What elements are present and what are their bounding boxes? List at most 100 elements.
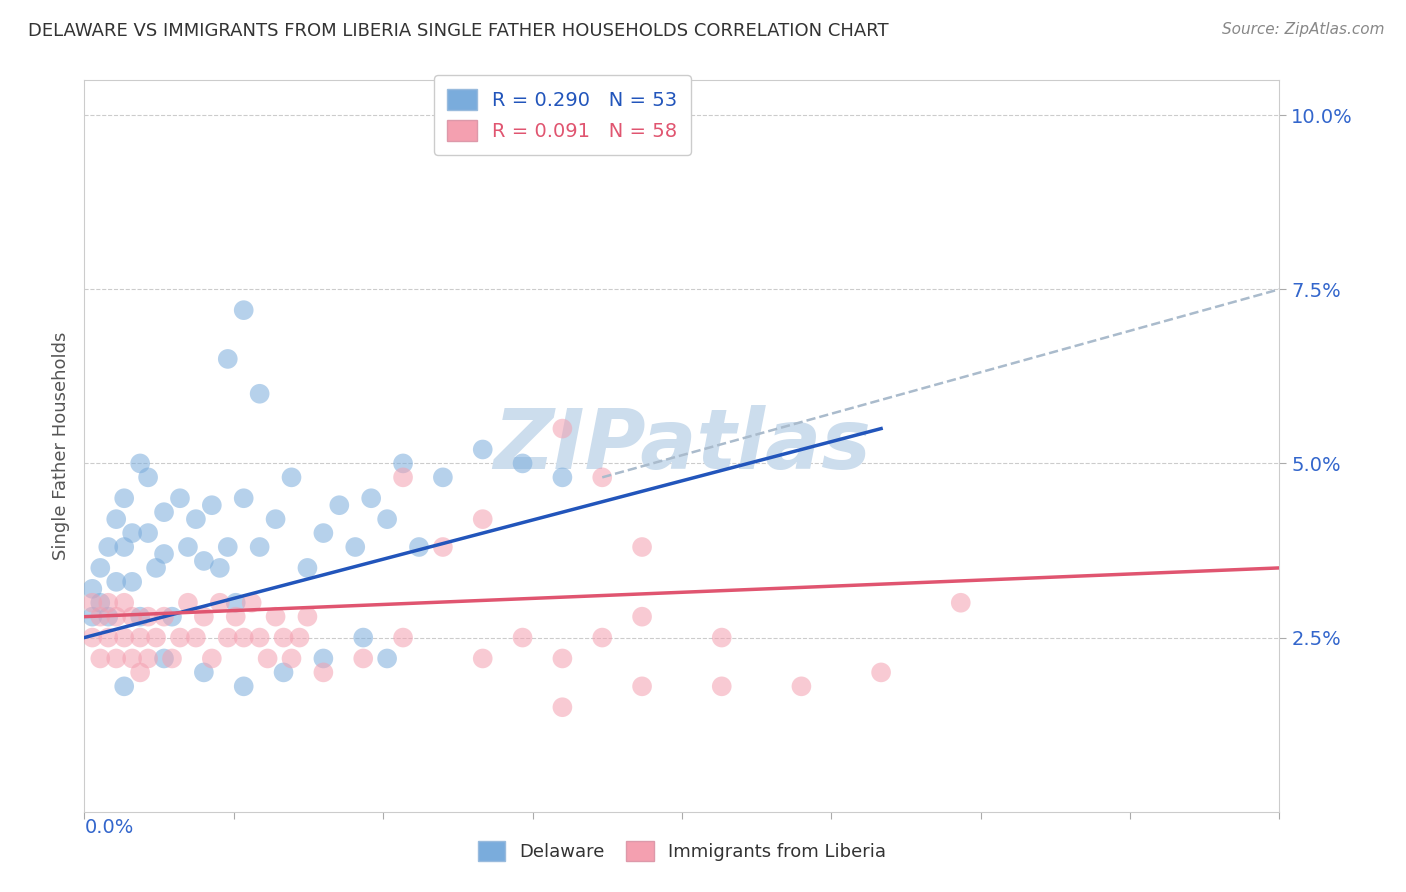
- Point: [82, 609, 104, 624]
- Point: [392, 631, 415, 645]
- Point: [631, 540, 654, 554]
- Point: [551, 421, 574, 435]
- Point: [82, 582, 104, 596]
- Point: [631, 609, 654, 624]
- Point: [297, 609, 319, 624]
- Point: [160, 651, 183, 665]
- Text: Source: ZipAtlas.com: Source: ZipAtlas.com: [1222, 22, 1385, 37]
- Point: [256, 651, 278, 665]
- Point: [121, 574, 143, 589]
- Point: [312, 651, 335, 665]
- Point: [408, 540, 430, 554]
- Point: [240, 596, 263, 610]
- Point: [184, 512, 207, 526]
- Point: [153, 547, 176, 561]
- Point: [121, 609, 143, 624]
- Point: [232, 303, 254, 318]
- Point: [551, 651, 574, 665]
- Point: [97, 540, 120, 554]
- Point: [136, 470, 159, 484]
- Point: [121, 651, 143, 665]
- Point: [264, 512, 287, 526]
- Point: [790, 679, 813, 693]
- Point: [208, 596, 231, 610]
- Point: [217, 631, 239, 645]
- Point: [136, 651, 159, 665]
- Point: [184, 631, 207, 645]
- Point: [432, 540, 454, 554]
- Point: [392, 457, 415, 471]
- Point: [145, 631, 167, 645]
- Point: [153, 505, 176, 519]
- Point: [249, 386, 271, 401]
- Point: [631, 679, 654, 693]
- Point: [591, 470, 613, 484]
- Point: [121, 526, 143, 541]
- Point: [97, 631, 120, 645]
- Point: [97, 596, 120, 610]
- Point: [145, 561, 167, 575]
- Point: [169, 631, 191, 645]
- Point: [112, 491, 135, 506]
- Point: [710, 679, 733, 693]
- Point: [392, 470, 415, 484]
- Point: [360, 491, 382, 506]
- Point: [153, 651, 176, 665]
- Legend: Delaware, Immigrants from Liberia: Delaware, Immigrants from Liberia: [471, 834, 893, 869]
- Point: [217, 351, 239, 366]
- Point: [232, 631, 254, 645]
- Point: [273, 631, 295, 645]
- Point: [232, 679, 254, 693]
- Text: 0.0%: 0.0%: [84, 818, 134, 837]
- Point: [273, 665, 295, 680]
- Point: [177, 540, 200, 554]
- Point: [551, 700, 574, 714]
- Point: [232, 491, 254, 506]
- Point: [471, 512, 494, 526]
- Point: [328, 498, 350, 512]
- Point: [225, 609, 247, 624]
- Point: [112, 540, 135, 554]
- Point: [375, 651, 398, 665]
- Point: [193, 665, 215, 680]
- Point: [89, 561, 111, 575]
- Point: [249, 540, 271, 554]
- Point: [112, 596, 135, 610]
- Point: [136, 609, 159, 624]
- Point: [312, 526, 335, 541]
- Point: [432, 470, 454, 484]
- Point: [312, 665, 335, 680]
- Point: [97, 609, 120, 624]
- Point: [264, 609, 287, 624]
- Point: [89, 596, 111, 610]
- Point: [129, 457, 152, 471]
- Point: [471, 442, 494, 457]
- Point: [82, 631, 104, 645]
- Point: [82, 596, 104, 610]
- Point: [471, 651, 494, 665]
- Point: [208, 561, 231, 575]
- Point: [225, 596, 247, 610]
- Point: [89, 651, 111, 665]
- Point: [160, 609, 183, 624]
- Point: [193, 554, 215, 568]
- Point: [105, 609, 128, 624]
- Point: [949, 596, 972, 610]
- Point: [280, 470, 302, 484]
- Point: [591, 631, 613, 645]
- Point: [129, 665, 152, 680]
- Y-axis label: Single Father Households: Single Father Households: [52, 332, 70, 560]
- Point: [352, 651, 374, 665]
- Point: [201, 498, 224, 512]
- Point: [297, 561, 319, 575]
- Point: [551, 470, 574, 484]
- Point: [710, 631, 733, 645]
- Text: ZIPatlas: ZIPatlas: [494, 406, 870, 486]
- Point: [352, 631, 374, 645]
- Point: [344, 540, 367, 554]
- Point: [288, 631, 311, 645]
- Point: [249, 631, 271, 645]
- Point: [512, 457, 534, 471]
- Point: [512, 631, 534, 645]
- Point: [105, 574, 128, 589]
